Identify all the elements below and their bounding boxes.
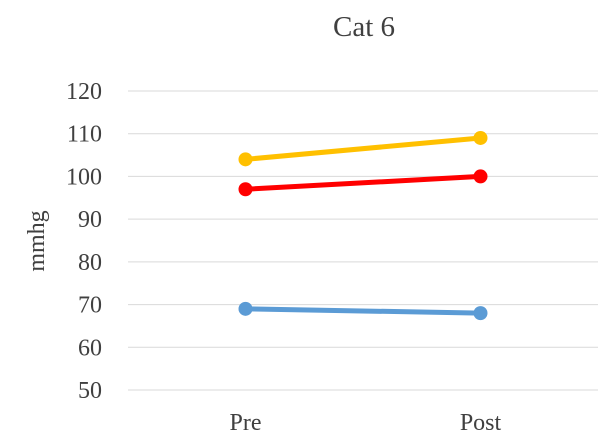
gridlines xyxy=(128,90,598,391)
x-tick-label-pre: Pre xyxy=(230,410,262,436)
y-tick-label-110: 110 xyxy=(67,122,102,148)
y-tick-label-120: 120 xyxy=(66,79,102,105)
y-tick-label-90: 90 xyxy=(78,207,102,233)
y-tick-label-50: 50 xyxy=(78,378,102,404)
y-tick-label-60: 60 xyxy=(78,335,102,361)
series-3-line xyxy=(243,306,483,316)
series-1-point-pre xyxy=(238,152,253,167)
series-2-line xyxy=(243,173,483,192)
x-axis-tick-labels: Pre Post xyxy=(230,410,502,436)
chart-title: Cat 6 xyxy=(333,11,395,43)
y-tick-label-70: 70 xyxy=(78,293,102,319)
series-2-point-post xyxy=(473,169,488,184)
series-layer xyxy=(238,130,488,321)
x-tick-label-post: Post xyxy=(460,410,502,436)
series-1-point-post xyxy=(473,130,488,145)
series-2 xyxy=(238,169,488,197)
series-3-point-pre xyxy=(238,301,253,316)
y-axis-label: mmhg xyxy=(24,210,50,271)
y-tick-label-100: 100 xyxy=(66,164,102,190)
series-3-point-post xyxy=(473,306,488,321)
series-1 xyxy=(238,130,488,167)
series-3 xyxy=(238,301,488,321)
series-2-point-pre xyxy=(238,182,253,197)
y-tick-label-80: 80 xyxy=(78,250,102,276)
series-1-line xyxy=(243,135,483,162)
y-axis-tick-labels: 50 60 70 80 90 100 110 120 xyxy=(66,79,102,404)
